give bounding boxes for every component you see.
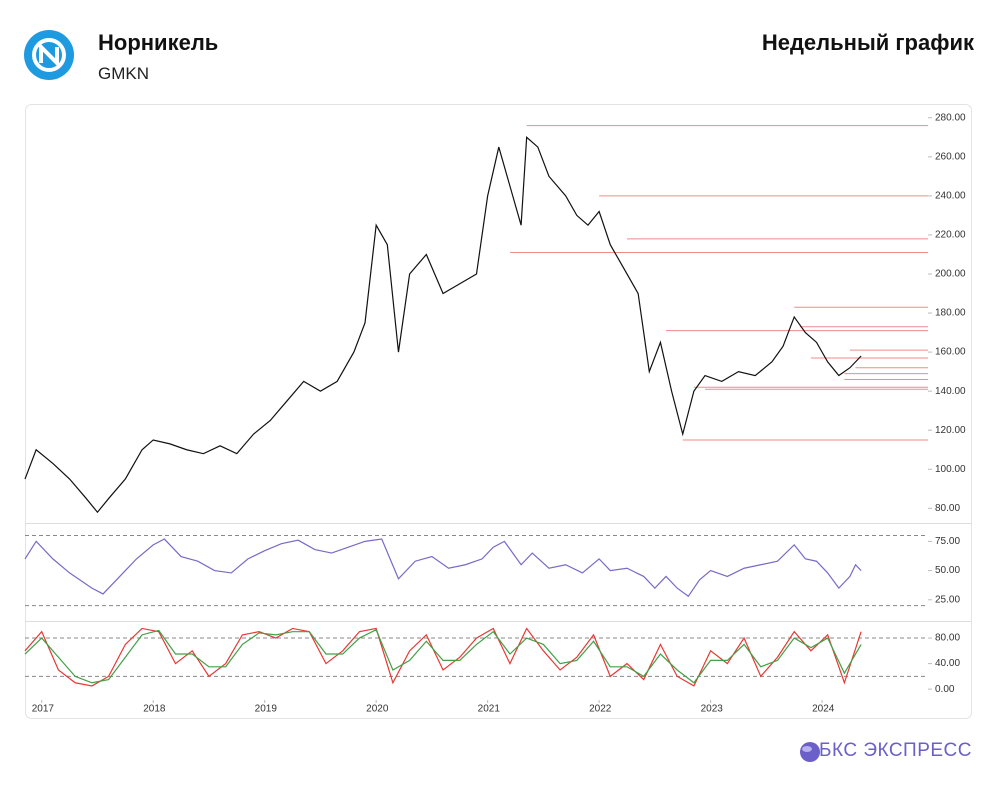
x-tick-label: 2022 bbox=[589, 704, 612, 715]
x-tick-label: 2021 bbox=[478, 704, 501, 715]
y-tick-label: 40.00 bbox=[935, 658, 960, 669]
series-line bbox=[24, 538, 862, 598]
y-tick-label: 240.00 bbox=[935, 191, 966, 202]
y-tick-label: 80.00 bbox=[935, 633, 960, 644]
x-tick-label: 2023 bbox=[701, 704, 724, 715]
y-tick-label: 100.00 bbox=[935, 464, 966, 475]
y-tick-label: 160.00 bbox=[935, 347, 966, 358]
series-line bbox=[24, 136, 862, 514]
x-tick-label: 2024 bbox=[812, 704, 835, 715]
series-line bbox=[24, 628, 862, 684]
y-tick-label: 120.00 bbox=[935, 425, 966, 436]
brand: БКС ЭКСПРЕСС bbox=[819, 740, 972, 761]
x-tick-label: 2017 bbox=[32, 704, 55, 715]
series-line bbox=[24, 627, 862, 687]
chart-frame bbox=[25, 104, 972, 719]
logo bbox=[24, 30, 74, 80]
y-tick-label: 140.00 bbox=[935, 386, 966, 397]
y-tick-label: 80.00 bbox=[935, 503, 960, 514]
brand-logo bbox=[800, 742, 820, 762]
y-tick-label: 200.00 bbox=[935, 269, 966, 280]
y-tick-label: 220.00 bbox=[935, 230, 966, 241]
y-tick-label: 25.00 bbox=[935, 594, 960, 605]
x-tick-label: 2020 bbox=[366, 704, 389, 715]
y-tick-label: 280.00 bbox=[935, 112, 966, 123]
y-tick-label: 75.00 bbox=[935, 536, 960, 547]
x-tick-label: 2018 bbox=[143, 704, 166, 715]
x-tick-label: 2019 bbox=[255, 704, 278, 715]
y-tick-label: 50.00 bbox=[935, 565, 960, 576]
y-tick-label: 180.00 bbox=[935, 308, 966, 319]
y-tick-label: 0.00 bbox=[935, 684, 955, 695]
period: Недельный график bbox=[761, 30, 974, 55]
chart: 80.00 100.00 120.00 140.00 160.00 180.00 200.0… bbox=[24, 104, 972, 719]
company-name: Норникель bbox=[98, 30, 219, 55]
ticker: GMKN bbox=[98, 64, 149, 83]
y-tick-label: 260.00 bbox=[935, 151, 966, 162]
